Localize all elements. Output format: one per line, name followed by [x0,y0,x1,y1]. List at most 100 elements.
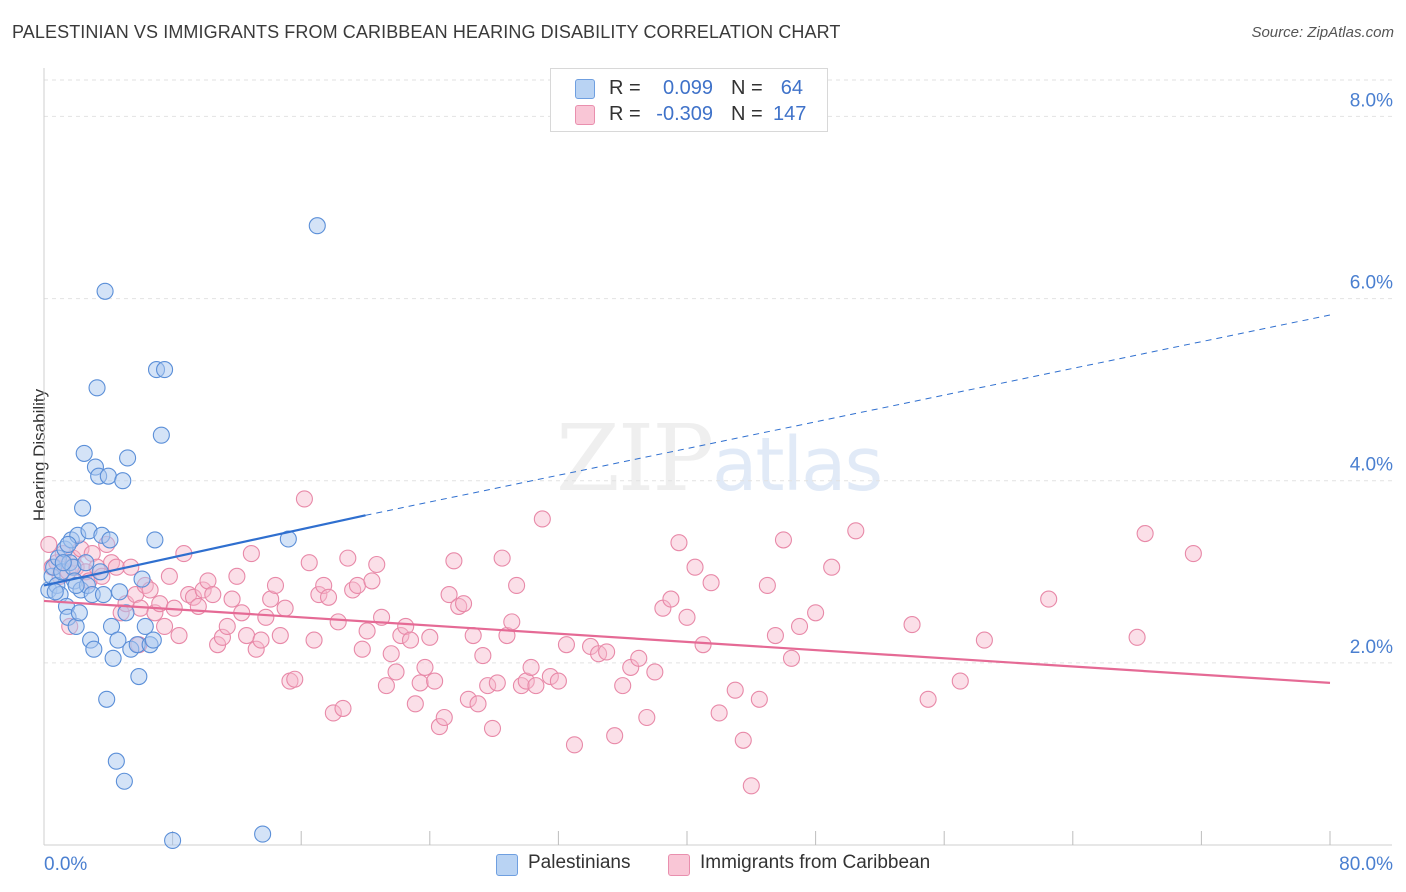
data-point-palestinians [133,570,151,588]
data-point-caribbean [368,555,386,574]
trendline-palestinians-extrapolated [365,314,1331,516]
data-point-palestinians [156,361,174,379]
data-point-caribbean [710,704,728,722]
chart-source: Source: ZipAtlas.com [1251,24,1394,41]
y-tick-label: 4.0% [1350,455,1393,476]
watermark: ZIPatlas [556,405,883,512]
data-point-caribbean [533,510,551,528]
data-point-palestinians [136,617,154,635]
data-point-caribbean [411,674,429,692]
data-point-caribbean [1128,628,1146,646]
data-point-palestinians [88,379,106,397]
legend-row-caribbean: R = -0.309 N = 147 [551,101,827,127]
data-point-caribbean [40,535,58,554]
series-caribbean-points [40,490,1202,795]
data-point-caribbean [549,672,567,690]
data-point-caribbean [1136,524,1154,543]
data-point-palestinians [85,640,103,658]
y-tick-label: 6.0% [1350,273,1393,294]
data-point-palestinians [308,217,326,235]
data-point-caribbean [734,731,752,749]
trendline-caribbean [43,599,1331,684]
data-point-palestinians [101,531,119,549]
data-point-caribbean [387,663,405,681]
data-point-palestinians [115,772,133,790]
data-point-palestinians [279,530,297,548]
data-point-caribbean [257,608,275,626]
data-point-palestinians [164,831,182,849]
data-point-caribbean [170,626,188,645]
data-point-caribbean [512,677,530,695]
data-point-caribbean [276,599,294,617]
legend-n-value: 147 [773,103,807,125]
y-tick-label: 8.0% [1350,90,1393,111]
data-point-caribbean [324,704,342,722]
data-point-caribbean [339,549,357,567]
chart-title: PALESTINIAN VS IMMIGRANTS FROM CARIBBEAN… [12,22,841,42]
data-point-caribbean [823,558,841,576]
data-point-palestinians [109,631,127,649]
data-point-caribbean [694,636,712,654]
data-point-caribbean [782,649,801,667]
data-point-caribbean [670,534,688,552]
data-point-caribbean [266,576,285,594]
legend-r-value: -0.309 [656,103,713,125]
data-point-caribbean [392,626,410,645]
data-point-caribbean [199,572,217,590]
data-point-caribbean [903,616,921,634]
trendline-palestinians [43,514,366,587]
data-point-caribbean [493,549,511,567]
data-point-caribbean [377,677,395,695]
data-point-caribbean [662,590,680,608]
data-point-palestinians [104,649,122,667]
data-point-caribbean [527,677,545,695]
x-tick-label: 80.0% [1339,854,1393,875]
data-point-caribbean [329,613,347,631]
data-point-caribbean [750,690,768,708]
data-point-caribbean [295,490,313,508]
data-point-caribbean [416,658,434,676]
data-point-caribbean [646,663,664,681]
data-point-caribbean [488,674,506,692]
data-point-caribbean [310,586,328,604]
series-legend: Palestinians Immigrants from Caribbean [0,852,1406,878]
data-point-caribbean [469,695,487,713]
data-point-palestinians [114,472,132,490]
legend-label-caribbean: Immigrants from Caribbean [700,852,931,873]
data-point-caribbean [678,608,696,626]
data-point-caribbean [951,672,969,690]
data-point-caribbean [401,631,420,649]
data-point-palestinians [254,825,272,843]
data-point-caribbean [726,681,744,699]
data-point-palestinians [111,583,129,601]
legend-r-label: R = [609,103,641,125]
data-point-caribbean [305,631,323,649]
data-point-palestinians [74,499,92,517]
data-point-caribbean [228,567,246,585]
data-point-palestinians [54,554,72,572]
legend-r-label: R = [609,77,641,99]
data-point-caribbean [598,643,616,661]
data-point-caribbean [638,708,656,727]
data-point-caribbean [242,545,260,563]
data-point-caribbean [522,658,540,676]
legend-n-value: 64 [780,77,803,99]
legend-swatch-pink [668,854,690,876]
data-point-caribbean [358,622,376,640]
axes [43,68,1392,846]
data-point-palestinians [75,444,93,462]
data-point-caribbean [421,628,439,646]
data-point-caribbean [508,576,526,594]
data-point-caribbean [344,581,362,599]
data-point-caribbean [455,595,473,613]
data-point-palestinians [94,586,113,604]
data-point-caribbean [606,727,624,745]
data-point-caribbean [1184,545,1202,563]
data-point-caribbean [213,628,231,646]
legend-swatch-pink [575,105,595,125]
data-point-caribbean [348,576,367,594]
data-point-caribbean [557,636,575,654]
data-point-caribbean [479,677,497,695]
data-point-caribbean [160,567,178,585]
data-point-caribbean [975,631,993,649]
